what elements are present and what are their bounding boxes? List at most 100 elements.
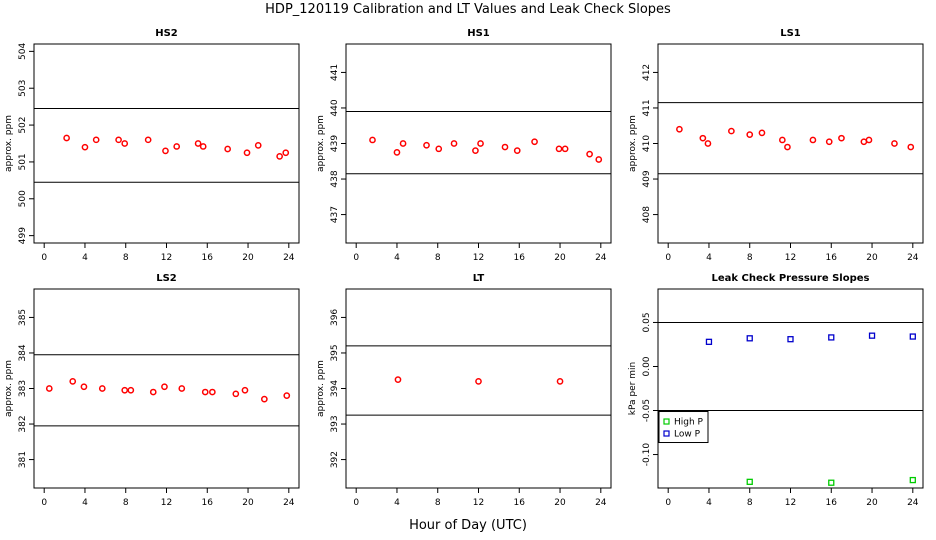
x-tick-label: 20 — [554, 498, 566, 508]
data-point — [276, 153, 283, 160]
data-point — [92, 136, 100, 144]
data-point — [865, 136, 873, 144]
data-point — [121, 140, 129, 147]
data-point — [369, 136, 376, 144]
data-point — [475, 378, 482, 385]
data-point — [556, 378, 564, 385]
y-tick-label: 411 — [642, 99, 652, 116]
data-point — [477, 140, 484, 147]
plot-frame — [657, 288, 924, 489]
y-tick-label: -0.10 — [642, 443, 652, 467]
data-point — [201, 388, 209, 396]
x-tick-label: 20 — [866, 498, 878, 508]
data-point — [699, 134, 707, 142]
data-point — [162, 147, 169, 155]
x-tick-label: 0 — [665, 253, 671, 263]
x-tick-label: 4 — [394, 253, 400, 263]
data-point — [224, 145, 232, 153]
data-point — [838, 134, 845, 142]
data-point — [531, 138, 538, 146]
x-tick-label: 24 — [907, 498, 919, 508]
data-point — [243, 149, 251, 157]
plot-frame — [657, 43, 924, 244]
y-tick-label: 381 — [18, 451, 28, 468]
x-tick-label: 8 — [435, 253, 441, 263]
x-tick-label: 8 — [435, 498, 441, 508]
x-tick-label: 24 — [907, 253, 919, 263]
y-tick-label: 385 — [18, 309, 28, 326]
legend-label: Low P — [674, 430, 701, 440]
x-tick-label: 24 — [283, 253, 295, 263]
data-point — [746, 131, 754, 138]
y-tick-label: 440 — [330, 99, 340, 116]
data-point — [149, 388, 157, 396]
data-point — [161, 383, 168, 391]
y-tick-label: 499 — [18, 227, 28, 244]
data-point — [828, 334, 835, 341]
data-point — [178, 385, 186, 392]
data-point — [472, 147, 479, 154]
panel-title: LT — [473, 273, 485, 284]
data-point — [704, 140, 712, 147]
x-tick-label: 0 — [665, 498, 671, 508]
x-tick-label: 24 — [283, 498, 295, 508]
y-tick-label: 409 — [642, 170, 652, 187]
data-point — [115, 136, 122, 144]
data-point — [283, 392, 291, 399]
data-point — [209, 388, 216, 396]
data-point — [69, 378, 77, 385]
x-tick-label: 4 — [706, 498, 712, 508]
data-point — [435, 145, 443, 153]
data-point — [909, 333, 916, 340]
x-tick-label: 0 — [353, 498, 359, 508]
y-tick-label: 395 — [330, 344, 340, 361]
data-point — [423, 141, 430, 149]
panel-title: HS2 — [155, 28, 178, 39]
data-point — [501, 143, 509, 151]
y-tick-label: 0.05 — [642, 312, 652, 332]
data-point — [907, 143, 915, 151]
y-axis-label: approx. ppm — [4, 360, 14, 417]
data-point — [63, 134, 70, 142]
data-point — [778, 136, 786, 144]
y-tick-label: 408 — [642, 206, 652, 223]
data-point — [828, 479, 835, 486]
y-tick-label: 410 — [642, 135, 652, 152]
x-tick-label: 12 — [473, 498, 484, 508]
y-tick-label: 0.00 — [642, 356, 652, 376]
data-point — [728, 127, 735, 135]
x-tick-label: 12 — [785, 498, 796, 508]
y-tick-label: 501 — [18, 153, 28, 170]
y-tick-label: 439 — [330, 135, 340, 152]
y-tick-label: 500 — [18, 190, 28, 207]
data-point — [809, 136, 817, 144]
y-tick-label: 438 — [330, 170, 340, 187]
panel-1: HS2 0 4 8 12 16 20 24 499 500 501 502 503 504 approx. … — [4, 28, 300, 263]
page-title: HDP_120119 Calibration and LT Values and… — [265, 2, 671, 17]
panel-title: Leak Check Pressure Slopes — [712, 273, 870, 284]
data-point — [173, 143, 181, 150]
x-tick-label: 24 — [595, 253, 607, 263]
x-tick-label: 4 — [706, 253, 712, 263]
y-tick-label: 503 — [18, 80, 28, 97]
y-tick-label: 441 — [330, 64, 340, 81]
data-point — [787, 336, 794, 343]
y-tick-label: 394 — [330, 380, 340, 397]
y-axis-label: approx. ppm — [316, 360, 326, 417]
panel-title: LS1 — [780, 28, 801, 39]
x-tick-label: 16 — [514, 498, 526, 508]
data-point — [909, 476, 916, 484]
y-tick-label: 384 — [18, 344, 28, 361]
panel-title: LS2 — [156, 273, 177, 284]
x-tick-label: 12 — [785, 253, 796, 263]
y-tick-label: 383 — [18, 380, 28, 397]
x-tick-label: 20 — [242, 498, 254, 508]
y-tick-label: 393 — [330, 415, 340, 432]
x-tick-label: 4 — [82, 253, 88, 263]
x-tick-label: 0 — [41, 498, 47, 508]
x-tick-label: 0 — [41, 253, 47, 263]
x-tick-label: 4 — [82, 498, 88, 508]
plot-frame — [345, 288, 612, 489]
data-point — [595, 156, 603, 163]
x-tick-label: 16 — [826, 498, 838, 508]
